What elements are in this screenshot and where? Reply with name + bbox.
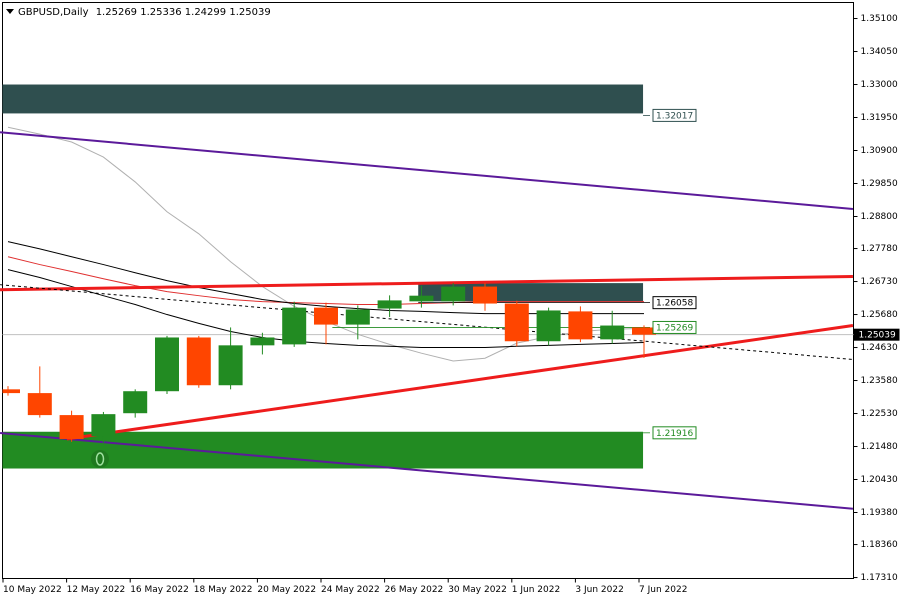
level-label-box: [652, 426, 697, 440]
y-tick-label: 1.35100: [861, 14, 898, 24]
level-label: 1.25269: [656, 323, 693, 333]
symbol: GBPUSD,Daily: [18, 7, 89, 18]
y-tick-label: 1.19380: [861, 508, 898, 518]
candle-body: [186, 337, 211, 386]
y-tick-label: 1.20430: [861, 475, 898, 485]
y-tick-label: 1.24630: [861, 343, 898, 353]
candle-body: [27, 393, 52, 416]
trendline: [0, 131, 854, 210]
candle-body: [409, 295, 434, 302]
candle-body: [377, 300, 402, 309]
candle-body: [632, 327, 656, 335]
x-tick-label: 12 May 2022: [67, 585, 126, 595]
candle-body: [314, 307, 338, 325]
level-label: 1.21916: [656, 429, 693, 439]
menu-arrow[interactable]: [6, 9, 14, 14]
price-tag-label: 1.25039: [859, 331, 896, 341]
low: 1.24299: [185, 7, 226, 18]
trendline: [0, 432, 854, 510]
y-tick-label: 1.31950: [861, 113, 898, 123]
candle-body: [536, 310, 561, 342]
x-tick-label: 16 May 2022: [130, 585, 189, 595]
x-tick-label: 18 May 2022: [194, 585, 253, 595]
y-tick-label: 1.28800: [861, 212, 898, 222]
candle-body: [218, 345, 243, 386]
y-tick-label: 1.25680: [861, 310, 898, 320]
signal-icon: [91, 450, 109, 468]
level-label: 1.32017: [656, 111, 693, 121]
close: 1.25039: [229, 7, 270, 18]
candle-body: [600, 325, 625, 340]
candle-body: [504, 303, 529, 342]
y-tick-label: 1.27780: [861, 244, 898, 254]
trendline: [0, 275, 853, 292]
candle-body: [155, 337, 179, 392]
y-tick-label: 1.23580: [861, 376, 898, 386]
trendline: [66, 324, 854, 441]
x-tick-label: 30 May 2022: [448, 585, 507, 595]
level-label: 1.26058: [656, 299, 693, 309]
y-tick-label: 1.34050: [861, 47, 898, 57]
x-tick-label: 1 Jun 2022: [512, 585, 560, 595]
header: GBPUSD,Daily 1.25269 1.25336 1.24299 1.2…: [18, 7, 271, 18]
candle-body: [91, 414, 116, 437]
candle-body: [59, 415, 84, 439]
open: 1.25269: [96, 7, 137, 18]
level-label-box: [652, 108, 697, 122]
y-tick-label: 1.22530: [861, 409, 898, 419]
y-tick-label: 1.26730: [861, 277, 898, 287]
candle-body: [123, 391, 148, 414]
x-tick-label: 20 May 2022: [257, 585, 316, 595]
candle-body: [473, 286, 497, 304]
y-tick-label: 1.29850: [861, 179, 898, 189]
x-tick-label: 3 Jun 2022: [575, 585, 623, 595]
candle-body: [345, 309, 370, 325]
candle-body: [568, 311, 593, 340]
level-label-box: [652, 320, 697, 334]
level-label-box: [652, 296, 697, 310]
x-tick-label: 7 Jun 2022: [639, 585, 687, 595]
candle-body: [441, 286, 466, 302]
candle-body: [2, 389, 20, 394]
icon-circle: [91, 450, 109, 468]
x-tick-label: 10 May 2022: [3, 585, 62, 595]
x-tick-label: 24 May 2022: [321, 585, 380, 595]
price-tag: [853, 328, 900, 341]
y-tick-label: 1.17310: [861, 573, 898, 583]
y-tick-label: 1.30900: [861, 146, 898, 156]
icon-glyph: [95, 452, 105, 466]
zone: [2, 84, 644, 114]
trendline: [0, 284, 853, 360]
high: 1.25336: [140, 7, 181, 18]
candle-body: [282, 307, 307, 345]
y-tick-label: 1.18360: [861, 540, 898, 550]
y-tick-label: 1.21480: [861, 442, 898, 452]
candle-body: [250, 337, 275, 346]
x-tick-label: 26 May 2022: [385, 585, 444, 595]
y-tick-label: 1.33000: [861, 80, 898, 90]
